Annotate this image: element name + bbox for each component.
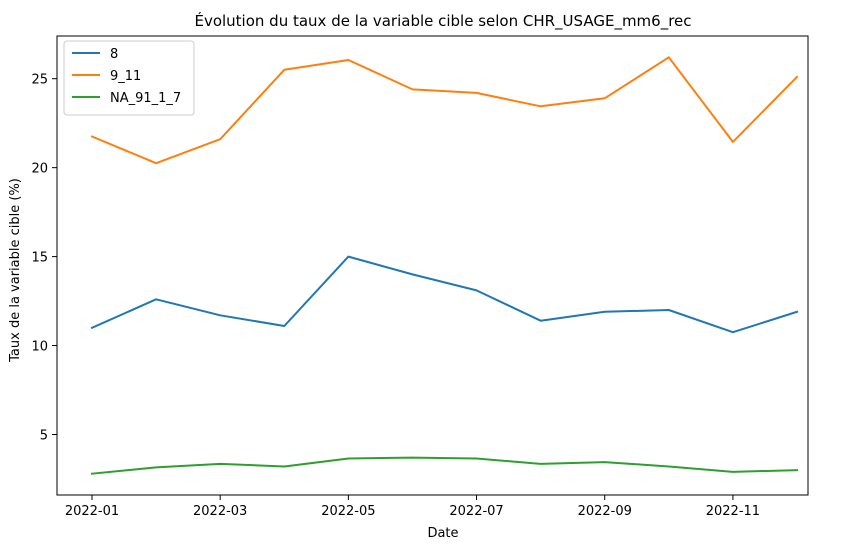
plot-area: 2022-01 2022-03 2022-05 2022-07 2022-09 2022-… xyxy=(31,35,809,519)
series-line-9_11 xyxy=(90,56,799,165)
y-tick-label: 5 xyxy=(40,429,48,444)
legend-label-8: 8 xyxy=(110,47,118,62)
series-line-8 xyxy=(90,255,799,334)
y-tick-label: 20 xyxy=(31,162,48,177)
x-tick-label: 2022-07 xyxy=(449,504,503,519)
plot-frame xyxy=(56,35,809,496)
x-axis-label: Date xyxy=(427,526,458,541)
y-tick-label: 25 xyxy=(31,73,48,88)
x-tick-label: 2022-03 xyxy=(193,504,247,519)
y-tick-label: 15 xyxy=(31,251,48,266)
x-tick-label: 2022-05 xyxy=(321,504,375,519)
x-tick-label: 2022-01 xyxy=(65,504,119,519)
series-line-NA_91_1_7 xyxy=(90,456,799,475)
x-tick-label: 2022-09 xyxy=(578,504,632,519)
y-axis-label: Taux de la variable cible (%) xyxy=(8,178,23,363)
legend-label-NA_91_1_7: NA_91_1_7 xyxy=(110,91,181,106)
chart-title: Évolution du taux de la variable cible s… xyxy=(194,11,691,31)
y-tick-label: 10 xyxy=(31,340,48,355)
x-tick-label: 2022-11 xyxy=(706,504,760,519)
legend-label-9_11: 9_11 xyxy=(110,69,141,84)
